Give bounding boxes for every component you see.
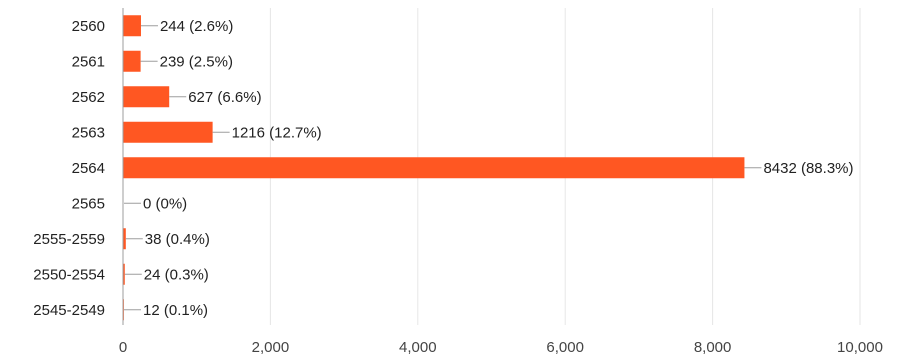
x-tick-label: 6,000 — [546, 339, 584, 356]
data-label: 627 (6.6%) — [188, 89, 261, 106]
category-labels: 2560 2561 2562 2563 2564 2565 2555-2559 2550-25… — [33, 18, 105, 319]
category-label: 2555-2559 — [33, 231, 105, 248]
x-tick-label: 8,000 — [694, 339, 732, 356]
data-label: 38 (0.4%) — [145, 231, 210, 248]
bars-group: 244 (2.6%) 239 (2.5%) 627 (6.6%) 1216 (12.7… — [123, 15, 854, 320]
data-label: 0 (0%) — [143, 195, 187, 212]
x-tick-label: 0 — [119, 339, 127, 356]
category-label: 2562 — [72, 89, 105, 106]
category-label: 2565 — [72, 195, 105, 212]
category-label: 2550-2554 — [33, 266, 105, 283]
bar — [123, 157, 744, 178]
x-tick-label: 10,000 — [837, 339, 883, 356]
bar — [123, 122, 213, 143]
bar — [123, 86, 169, 107]
x-tick-label: 4,000 — [399, 339, 437, 356]
data-label: 239 (2.5%) — [160, 53, 233, 70]
category-label: 2545-2549 — [33, 302, 105, 319]
data-label: 1216 (12.7%) — [232, 124, 322, 141]
category-label: 2560 — [72, 18, 105, 35]
x-axis-ticks: 0 2,000 4,000 6,000 8,000 10,000 — [119, 339, 883, 356]
data-label: 8432 (88.3%) — [763, 160, 853, 177]
x-tick-label: 2,000 — [252, 339, 290, 356]
bar — [123, 15, 141, 36]
data-label: 244 (2.6%) — [160, 18, 233, 35]
category-label: 2561 — [72, 53, 105, 70]
bar — [123, 51, 141, 72]
category-label: 2563 — [72, 124, 105, 141]
category-label: 2564 — [72, 160, 105, 177]
data-label: 24 (0.3%) — [144, 266, 209, 283]
data-label: 12 (0.1%) — [143, 302, 208, 319]
